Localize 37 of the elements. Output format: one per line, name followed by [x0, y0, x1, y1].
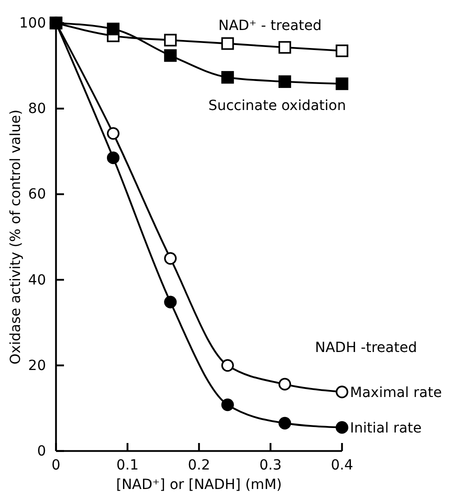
point — [221, 37, 234, 50]
x-tick-label: 0.3 — [259, 457, 282, 474]
point — [278, 416, 292, 430]
series-label: Succinate oxidation — [208, 98, 346, 114]
x-tick-label: 0.1 — [116, 457, 139, 474]
y-tick-label: 60 — [28, 186, 46, 203]
y-tick-label: 80 — [28, 101, 46, 118]
annotation: NADH -treated — [315, 340, 417, 356]
y-tick-label: 100 — [19, 15, 46, 32]
point — [106, 152, 120, 164]
x-axis-title: [NAD⁺] or [NADH] (mM) — [116, 477, 282, 493]
point — [106, 22, 120, 36]
point — [164, 252, 177, 265]
y-tick-label: 40 — [28, 272, 46, 288]
series-label: Maximal rate — [350, 384, 442, 401]
series-label: Initial rate — [350, 420, 422, 436]
point — [106, 127, 120, 140]
point — [278, 41, 292, 54]
point — [336, 77, 348, 90]
point — [164, 34, 177, 46]
point — [221, 71, 234, 84]
point — [278, 75, 292, 88]
point — [278, 378, 292, 391]
point — [164, 296, 177, 308]
x-tick-label: 0 — [52, 457, 60, 474]
point — [221, 398, 234, 412]
point — [336, 44, 348, 58]
y-tick-label: 20 — [28, 358, 46, 374]
x-tick-label: 0.2 — [188, 457, 210, 474]
x-tick-label: 0.4 — [330, 457, 354, 474]
y-tick-label: 0 — [37, 443, 46, 460]
y-axis-title: Oxidase activity (% of control value) — [8, 110, 24, 364]
point — [164, 49, 177, 62]
point — [336, 386, 348, 398]
point — [336, 421, 348, 434]
annotation: NAD⁺ - treated — [218, 18, 322, 34]
point — [221, 359, 234, 372]
